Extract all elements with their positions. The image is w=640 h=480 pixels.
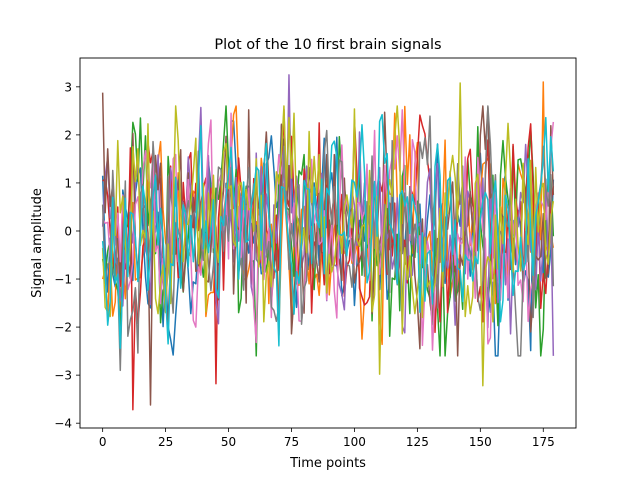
y-axis: −4 −3 −2 −1 0 1 2 3 bbox=[54, 80, 80, 431]
y-tick-label: 1 bbox=[64, 176, 72, 190]
x-axis: 0 25 50 75 100 125 150 175 bbox=[99, 428, 555, 449]
y-tick-label: 2 bbox=[64, 128, 72, 142]
y-tick-label: −2 bbox=[54, 321, 72, 335]
y-tick-label: −3 bbox=[54, 369, 72, 383]
x-tick-label: 125 bbox=[406, 435, 429, 449]
chart-title: Plot of the 10 first brain signals bbox=[214, 37, 441, 53]
plot-area bbox=[79, 57, 577, 429]
y-tick-label: 3 bbox=[64, 80, 72, 94]
x-tick-label: 150 bbox=[469, 435, 492, 449]
y-axis-label: Signal amplitude bbox=[30, 188, 45, 298]
x-tick-label: 25 bbox=[158, 435, 173, 449]
y-tick-label: −4 bbox=[54, 417, 72, 431]
series-line-6 bbox=[101, 92, 555, 406]
y-tick-label: −1 bbox=[54, 273, 72, 287]
series-line-9 bbox=[101, 82, 555, 387]
x-tick-label: 100 bbox=[343, 435, 366, 449]
axes-frame bbox=[79, 57, 577, 429]
x-axis-label: Time points bbox=[289, 456, 366, 471]
x-tick-label: 50 bbox=[221, 435, 236, 449]
y-tick-label: 0 bbox=[64, 224, 72, 238]
series-line-10 bbox=[101, 113, 555, 349]
x-tick-label: 0 bbox=[99, 435, 107, 449]
x-tick-label: 175 bbox=[532, 435, 555, 449]
series-lines bbox=[101, 74, 555, 411]
x-tick-label: 75 bbox=[284, 435, 299, 449]
